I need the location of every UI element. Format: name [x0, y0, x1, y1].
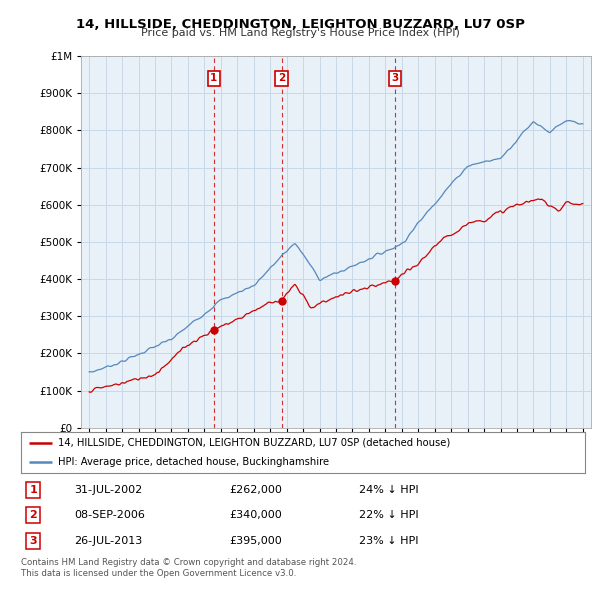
Text: £340,000: £340,000: [230, 510, 283, 520]
Text: 24% ↓ HPI: 24% ↓ HPI: [359, 485, 419, 495]
Text: 08-SEP-2006: 08-SEP-2006: [74, 510, 145, 520]
Text: This data is licensed under the Open Government Licence v3.0.: This data is licensed under the Open Gov…: [21, 569, 296, 578]
Text: HPI: Average price, detached house, Buckinghamshire: HPI: Average price, detached house, Buck…: [58, 457, 329, 467]
Text: 31-JUL-2002: 31-JUL-2002: [74, 485, 143, 495]
Text: 26-JUL-2013: 26-JUL-2013: [74, 536, 143, 546]
Text: 3: 3: [391, 73, 398, 83]
Text: 1: 1: [211, 73, 218, 83]
Text: Price paid vs. HM Land Registry's House Price Index (HPI): Price paid vs. HM Land Registry's House …: [140, 28, 460, 38]
Text: £395,000: £395,000: [230, 536, 283, 546]
Text: 2: 2: [278, 73, 285, 83]
Text: 14, HILLSIDE, CHEDDINGTON, LEIGHTON BUZZARD, LU7 0SP (detached house): 14, HILLSIDE, CHEDDINGTON, LEIGHTON BUZZ…: [58, 438, 450, 448]
Text: Contains HM Land Registry data © Crown copyright and database right 2024.: Contains HM Land Registry data © Crown c…: [21, 558, 356, 567]
Text: 1: 1: [29, 485, 37, 495]
Text: £262,000: £262,000: [230, 485, 283, 495]
Text: 22% ↓ HPI: 22% ↓ HPI: [359, 510, 419, 520]
Text: 3: 3: [29, 536, 37, 546]
Text: 2: 2: [29, 510, 37, 520]
Text: 14, HILLSIDE, CHEDDINGTON, LEIGHTON BUZZARD, LU7 0SP: 14, HILLSIDE, CHEDDINGTON, LEIGHTON BUZZ…: [76, 18, 524, 31]
Text: 23% ↓ HPI: 23% ↓ HPI: [359, 536, 419, 546]
